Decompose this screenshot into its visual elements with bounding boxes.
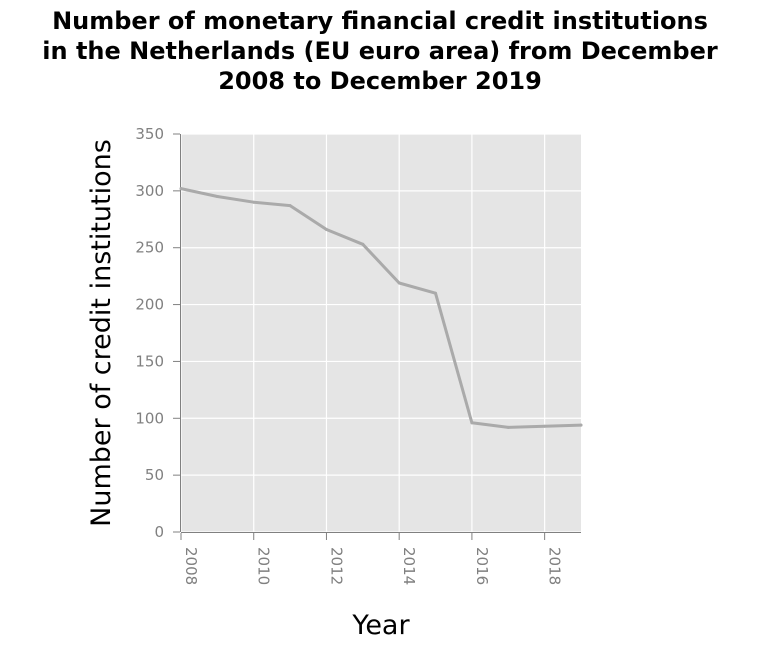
series-line [179,187,583,429]
axes: 0 50 100 150 200 250 300 350 2008 2010 2012 2014 201… [135,125,581,585]
data-series [179,187,583,429]
x-tick-label: 2018 [546,547,564,585]
y-tick-label: 50 [145,466,164,484]
x-tick-label: 2008 [182,547,200,585]
y-tick-label: 150 [135,352,164,370]
x-tick-label: 2010 [255,547,273,585]
y-axis-title: Number of credit institutions [86,139,117,527]
data-point [470,421,474,425]
data-point [397,281,401,285]
x-tick-label: 2012 [327,547,345,585]
data-point [324,228,328,232]
plot-background [181,134,581,532]
data-point [179,187,183,191]
data-point [361,242,365,246]
data-point [215,195,219,199]
y-tick-label: 250 [135,239,164,257]
chart-title-line-1: Number of monetary financial credit inst… [52,7,708,35]
data-point [288,204,292,208]
x-axis-title: Year [351,610,410,641]
y-tick-label: 100 [135,409,164,427]
chart-title: Number of monetary financial credit inst… [0,6,760,96]
y-tick-label: 200 [135,296,164,314]
data-point [434,291,438,295]
data-point [506,425,510,429]
chart-title-line-3: 2008 to December 2019 [218,67,542,95]
x-tick-label: 2014 [400,547,418,585]
y-tick-label: 300 [135,182,164,200]
y-tick-label: 350 [135,125,164,143]
data-point [543,424,547,428]
data-point [252,200,256,204]
data-point [579,423,583,427]
y-tick-label: 0 [154,523,164,541]
chart-title-line-2: in the Netherlands (EU euro area) from D… [42,37,718,65]
x-tick-label: 2016 [473,547,491,585]
